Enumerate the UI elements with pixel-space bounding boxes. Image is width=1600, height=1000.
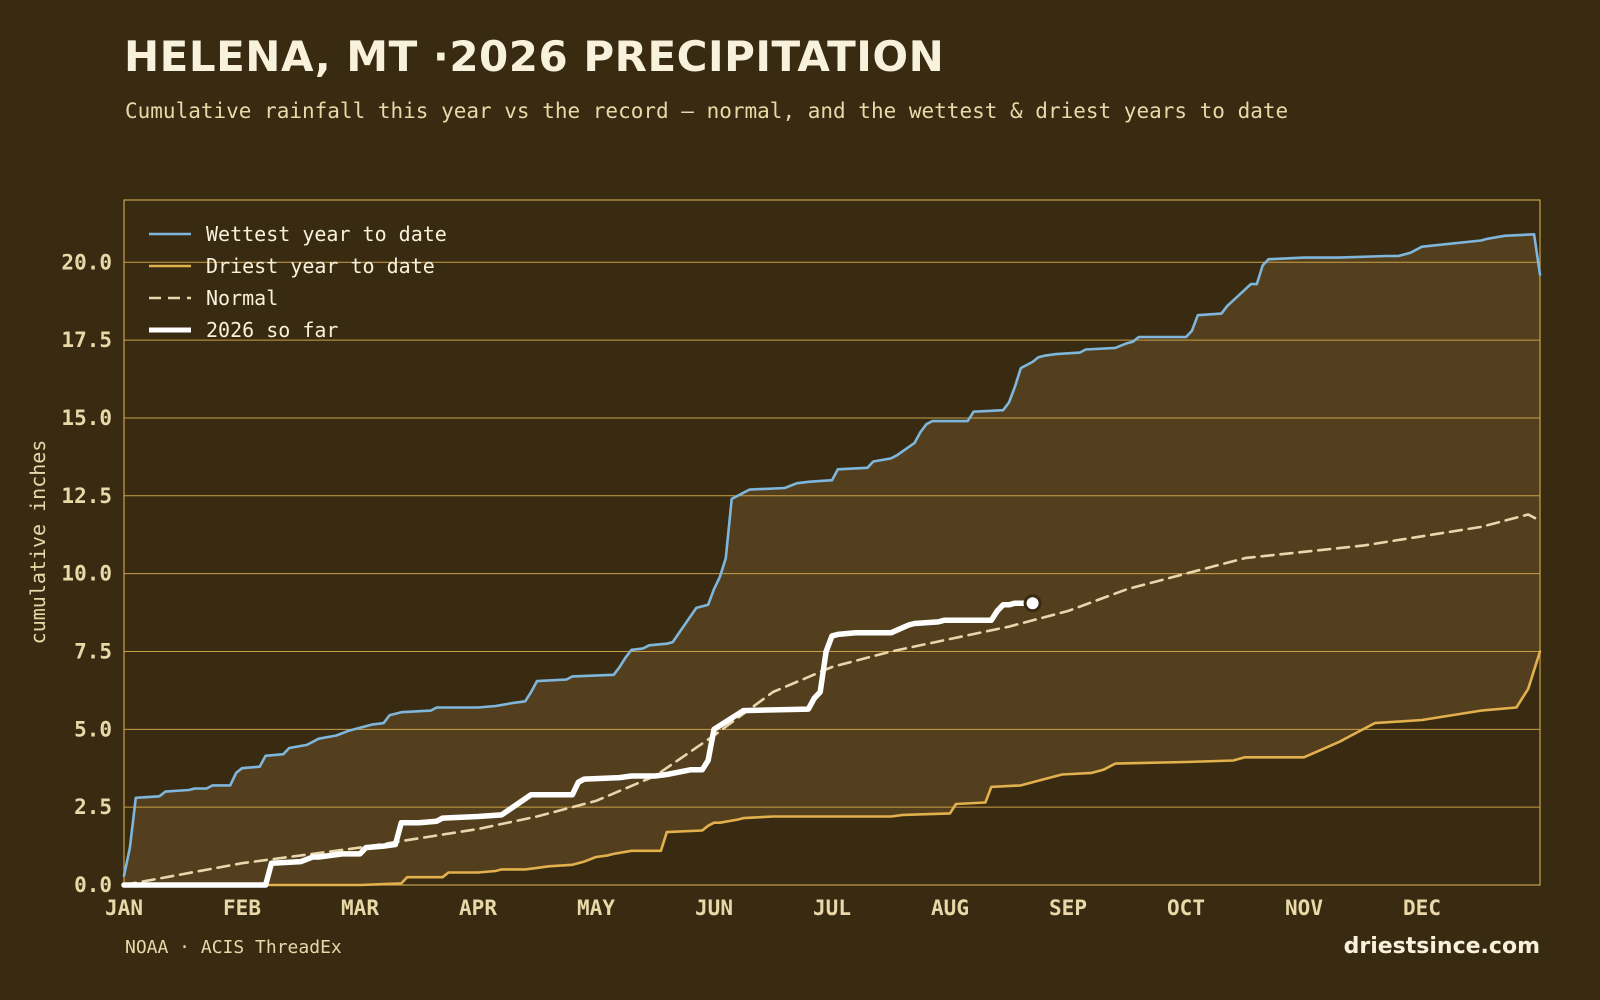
series-group bbox=[121, 233, 1542, 888]
x-tick-label: DEC bbox=[1403, 896, 1441, 920]
legend-label: Driest year to date bbox=[206, 254, 435, 278]
series-2026-line bbox=[121, 600, 1036, 888]
x-tick-label: AUG bbox=[931, 896, 969, 920]
record-range-band bbox=[124, 234, 1540, 886]
y-tick-label: 17.5 bbox=[61, 328, 112, 352]
x-tick-label: NOV bbox=[1285, 896, 1323, 920]
legend-label: 2026 so far bbox=[206, 318, 338, 342]
x-tick-label: FEB bbox=[223, 896, 261, 920]
series-driest-line bbox=[122, 650, 1542, 887]
legend: Wettest year to date Driest year to date N… bbox=[149, 222, 447, 342]
y-axis-ticks: 0.0 2.5 5.0 7.5 10.0 12.5 15.0 17.5 20.0 bbox=[61, 250, 112, 897]
x-tick-label: APR bbox=[459, 896, 497, 920]
y-tick-label: 2.5 bbox=[74, 795, 112, 819]
y-tick-label: 15.0 bbox=[61, 406, 112, 430]
chart-subtitle: Cumulative rainfall this year vs the rec… bbox=[125, 99, 1289, 123]
y-tick-label: 0.0 bbox=[74, 873, 112, 897]
x-tick-label: MAR bbox=[341, 896, 379, 920]
x-tick-label: SEP bbox=[1049, 896, 1087, 920]
brand-link[interactable]: driestsince.com bbox=[1343, 934, 1540, 959]
data-source: NOAA · ACIS ThreadEx bbox=[125, 937, 342, 958]
chart-title: HELENA, MT ·2026 PRECIPITATION bbox=[124, 32, 945, 81]
x-axis-ticks: JAN FEB MAR APR MAY JUN JUL AUG SEP OCT NOV DEC bbox=[105, 896, 1441, 920]
x-tick-label: JUL bbox=[813, 896, 851, 920]
plot-frame bbox=[123, 199, 1541, 886]
current-point-marker bbox=[1023, 594, 1042, 613]
gridlines bbox=[124, 261, 1540, 808]
y-tick-label: 5.0 bbox=[74, 717, 112, 741]
x-tick-label: MAY bbox=[577, 896, 615, 920]
y-tick-label: 7.5 bbox=[74, 639, 112, 663]
x-tick-label: OCT bbox=[1167, 896, 1205, 920]
y-axis-label: cumulative inches bbox=[26, 440, 50, 645]
series-wettest-line bbox=[122, 233, 1542, 877]
y-tick-label: 12.5 bbox=[61, 484, 112, 508]
x-tick-label: JUN bbox=[695, 896, 733, 920]
y-tick-label: 20.0 bbox=[61, 250, 112, 274]
y-tick-label: 10.0 bbox=[61, 562, 112, 586]
legend-label: Normal bbox=[206, 286, 278, 310]
legend-label: Wettest year to date bbox=[206, 222, 447, 246]
x-tick-label: JAN bbox=[105, 896, 143, 920]
